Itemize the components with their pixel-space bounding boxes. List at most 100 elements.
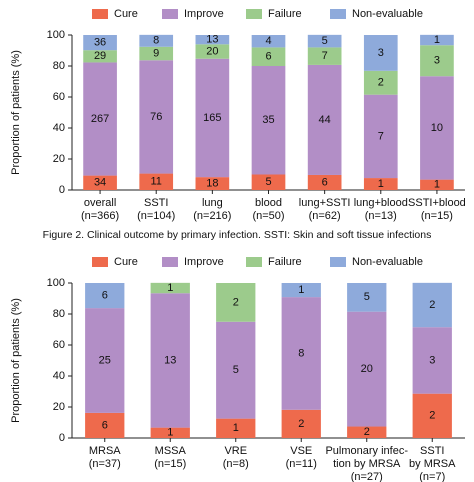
bar-segment bbox=[150, 427, 190, 438]
count-label: 1 bbox=[298, 284, 304, 296]
bar-segment bbox=[363, 94, 398, 179]
bar-segment bbox=[216, 321, 256, 419]
count-label: 34 bbox=[94, 177, 106, 189]
x-tick-label: (n=366) bbox=[81, 210, 119, 222]
count-label: 13 bbox=[206, 34, 218, 46]
x-tick-label: (n=50) bbox=[252, 210, 284, 222]
count-label: 18 bbox=[206, 177, 218, 189]
count-label: 1 bbox=[378, 178, 384, 190]
caption: Figure 2. Clinical outcome by primary in… bbox=[43, 229, 432, 241]
count-label: 20 bbox=[361, 363, 373, 375]
bar-segment bbox=[139, 46, 174, 61]
y-tick-label: 0 bbox=[59, 184, 65, 196]
bar-segment bbox=[251, 35, 286, 48]
x-tick-label: SSTI bbox=[144, 197, 168, 209]
y-tick-label: 40 bbox=[53, 122, 65, 134]
count-label: 3 bbox=[434, 55, 440, 67]
x-tick-label: lung bbox=[202, 197, 223, 209]
count-label: 1 bbox=[434, 179, 440, 191]
count-label: 6 bbox=[102, 419, 108, 431]
bar-segment bbox=[195, 58, 230, 178]
legend-label: Failure bbox=[268, 256, 302, 268]
count-label: 25 bbox=[99, 354, 111, 366]
count-label: 5 bbox=[265, 176, 271, 188]
legend-swatch bbox=[92, 257, 108, 267]
count-label: 5 bbox=[233, 364, 239, 376]
y-tick-label: 80 bbox=[53, 308, 65, 320]
x-tick-label: MRSA bbox=[89, 445, 121, 457]
count-label: 29 bbox=[94, 50, 106, 62]
x-tick-label: (n=104) bbox=[137, 210, 175, 222]
bar-segment bbox=[363, 70, 398, 95]
legend-swatch bbox=[330, 9, 346, 19]
x-tick-label: MSSA bbox=[155, 445, 187, 457]
count-label: 1 bbox=[167, 282, 173, 294]
bar-segment bbox=[363, 35, 398, 71]
legend-swatch bbox=[92, 9, 108, 19]
x-tick-label: (n=62) bbox=[309, 210, 341, 222]
count-label: 2 bbox=[233, 296, 239, 308]
bar-segment bbox=[139, 60, 174, 174]
legend-swatch bbox=[162, 257, 178, 267]
legend-label: Cure bbox=[114, 256, 138, 268]
bar-segment bbox=[85, 412, 125, 438]
bar-segment bbox=[150, 282, 190, 294]
bar-segment bbox=[281, 409, 321, 438]
bar-segment bbox=[216, 418, 256, 438]
count-label: 165 bbox=[203, 112, 221, 124]
bar-segment bbox=[420, 34, 454, 46]
bar-segment bbox=[347, 311, 387, 427]
count-label: 9 bbox=[153, 47, 159, 59]
y-tick-label: 60 bbox=[53, 339, 65, 351]
count-label: 6 bbox=[102, 289, 108, 301]
x-tick-label: (n=13) bbox=[365, 210, 397, 222]
count-label: 1 bbox=[434, 34, 440, 46]
count-label: 7 bbox=[378, 130, 384, 142]
bar-segment bbox=[420, 45, 454, 77]
x-tick-label: lung+SSTI bbox=[299, 197, 351, 209]
legend-label: Cure bbox=[114, 8, 138, 20]
x-tick-label: overall bbox=[84, 197, 116, 209]
bar-segment bbox=[347, 426, 387, 438]
x-tick-label: SSTI+blood bbox=[408, 197, 466, 209]
x-tick-label: (n=8) bbox=[223, 458, 249, 470]
count-label: 5 bbox=[322, 35, 328, 47]
count-label: 4 bbox=[265, 35, 271, 47]
x-tick-label: (n=15) bbox=[421, 210, 453, 222]
count-label: 2 bbox=[364, 426, 370, 438]
bar-segment bbox=[251, 47, 286, 66]
x-tick-label: lung+blood bbox=[354, 197, 408, 209]
x-tick-label: tion by MRSA bbox=[333, 458, 401, 470]
x-tick-label: VSE bbox=[290, 445, 312, 457]
count-label: 11 bbox=[151, 176, 162, 188]
bar-segment bbox=[307, 174, 342, 190]
x-tick-label: (n=7) bbox=[419, 471, 445, 482]
count-label: 6 bbox=[265, 51, 271, 63]
bar-segment bbox=[281, 297, 321, 410]
x-tick-label: by MRSA bbox=[409, 458, 456, 470]
x-tick-label: blood bbox=[255, 197, 282, 209]
count-label: 6 bbox=[322, 176, 328, 188]
y-axis-label: Proportion of patients (%) bbox=[10, 298, 22, 423]
y-tick-label: 60 bbox=[53, 91, 65, 103]
count-label: 2 bbox=[378, 77, 384, 89]
legend-swatch bbox=[246, 257, 262, 267]
bar-segment bbox=[420, 179, 454, 190]
x-tick-label: (n=11) bbox=[286, 458, 317, 470]
bar-segment bbox=[195, 44, 230, 59]
count-label: 2 bbox=[429, 410, 435, 422]
bar-segment bbox=[85, 308, 125, 413]
count-label: 2 bbox=[429, 299, 435, 311]
y-tick-label: 100 bbox=[47, 277, 65, 289]
bar-segment bbox=[150, 293, 190, 428]
legend-swatch bbox=[246, 9, 262, 19]
legend-label: Failure bbox=[268, 8, 302, 20]
count-label: 36 bbox=[94, 37, 106, 49]
bar-segment bbox=[420, 76, 454, 180]
legend-label: Non-evaluable bbox=[352, 8, 423, 20]
bar-segment bbox=[281, 283, 321, 298]
count-label: 20 bbox=[206, 45, 218, 57]
count-label: 2 bbox=[298, 418, 304, 430]
y-tick-label: 20 bbox=[53, 153, 65, 165]
